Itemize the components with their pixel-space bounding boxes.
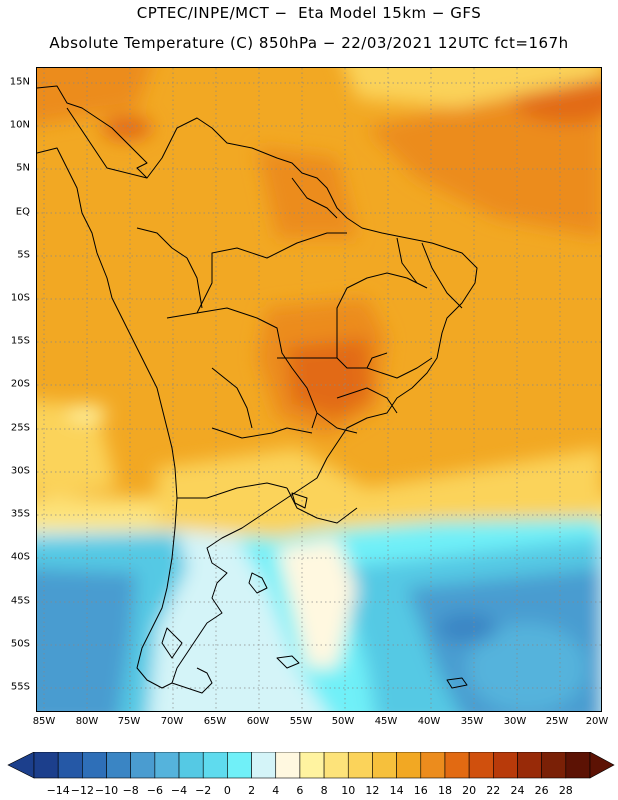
colorbar-swatch: [323, 752, 349, 779]
colorbar-swatch: [517, 752, 542, 779]
lon-label-50w: 50W: [331, 716, 355, 727]
lon-label-60w: 60W: [246, 716, 270, 727]
colorbar-swatch: [468, 752, 494, 779]
lon-label-20w: 20W: [585, 716, 609, 727]
colorbar-swatch: [541, 752, 567, 779]
colorbar-tick-label: 12: [365, 784, 380, 797]
lon-label-40w: 40W: [417, 716, 441, 727]
lon-label-85w: 85W: [32, 716, 56, 727]
lon-label-45w: 45W: [374, 716, 398, 727]
colorbar-swatch: [299, 752, 325, 779]
lon-label-75w: 75W: [117, 716, 141, 727]
colorbar-tick-label: −4: [170, 784, 188, 797]
lat-label-35s: 35S: [10, 508, 30, 520]
colorbar-swatch: [444, 752, 470, 779]
lat-label-50s: 50S: [10, 638, 30, 650]
colorbar-arrow-right: [589, 752, 615, 779]
lat-label-15n: 15N: [9, 76, 30, 88]
lon-label-80w: 80W: [75, 716, 99, 727]
colorbar-tick-label: 14: [389, 784, 404, 797]
colorbar-swatch: [347, 752, 373, 779]
colorbar-tick-label: 10: [341, 784, 356, 797]
colorbar-tick-label: −10: [94, 784, 119, 797]
colorbar-swatch: [565, 752, 591, 779]
lat-label-30s: 30S: [10, 465, 30, 477]
colorbar-tick-label: 22: [486, 784, 501, 797]
colorbar-swatch: [275, 752, 301, 779]
colorbar-swatch: [493, 752, 518, 779]
colorbar-tick-label: 4: [272, 784, 280, 797]
lat-label-55s: 55S: [10, 681, 30, 693]
colorbar-tick-label: 0: [223, 784, 231, 797]
colorbar-tick-label: 16: [413, 784, 428, 797]
lon-label-35w: 35W: [460, 716, 484, 727]
colorbar-swatch: [227, 752, 252, 779]
temperature-map[interactable]: [36, 67, 602, 712]
colorbar-arrow-left: [7, 752, 35, 779]
colorbar-tick-label: 28: [558, 784, 573, 797]
colorbar-tick-label: 8: [320, 784, 328, 797]
colorbar-swatch: [154, 752, 180, 779]
colorbar-tick-label: 6: [296, 784, 304, 797]
colorbar-swatch: [420, 752, 446, 779]
colorbar-swatch: [57, 752, 83, 779]
colorbar-tick-label: 20: [462, 784, 477, 797]
colorbar-tick-label: 24: [510, 784, 525, 797]
lat-label-5s: 5S: [17, 249, 30, 261]
colorbar-swatch: [202, 752, 228, 779]
colorbar-swatch: [130, 752, 156, 779]
colorbar-swatch: [251, 752, 277, 779]
lat-label-20s: 20S: [10, 378, 30, 390]
colorbar-swatch: [82, 752, 107, 779]
coastline: [37, 85, 478, 694]
colorbar-tick-label: 2: [248, 784, 256, 797]
lat-label-15s: 15S: [10, 335, 30, 347]
colorbar-tick-label: −8: [122, 784, 139, 797]
lon-label-25w: 25W: [545, 716, 569, 727]
colorbar-tick-label: −6: [146, 784, 163, 797]
map-title: CPTEC/INPE/MCT − Eta Model 15km − GFS: [136, 4, 482, 22]
temperature-field: [37, 68, 601, 711]
map-subtitle: Absolute Temperature (C) 850hPa − 22/03/…: [49, 34, 569, 52]
colorbar-tick-label: −2: [195, 784, 212, 797]
colorbar-swatch: [396, 752, 422, 779]
colorbar-tick-label: −12: [70, 784, 94, 797]
lat-label-40s: 40S: [10, 551, 30, 563]
lat-label-10n: 10N: [9, 119, 30, 131]
colorbar-swatch: [106, 752, 131, 779]
map-canvas: [37, 68, 601, 711]
lat-label-10s: 10S: [10, 292, 30, 304]
colorbar-tick-label: −14: [46, 784, 70, 797]
colorbar-swatch: [33, 752, 59, 779]
lat-label-25s: 25S: [10, 422, 30, 434]
lon-label-70w: 70W: [160, 716, 184, 727]
lat-label-eq: EQ: [15, 206, 30, 218]
lon-label-65w: 65W: [203, 716, 227, 727]
lon-label-30w: 30W: [503, 716, 527, 727]
colorbar-tick-label: 26: [534, 784, 549, 797]
colorbar-tick-label: 18: [437, 784, 452, 797]
temperature-colorbar: [7, 752, 615, 779]
colorbar-swatch: [178, 752, 204, 779]
colorbar-swatch: [372, 752, 397, 779]
lon-label-55w: 55W: [289, 716, 313, 727]
lat-label-5n: 5N: [16, 162, 30, 174]
lat-label-45s: 45S: [10, 595, 30, 607]
